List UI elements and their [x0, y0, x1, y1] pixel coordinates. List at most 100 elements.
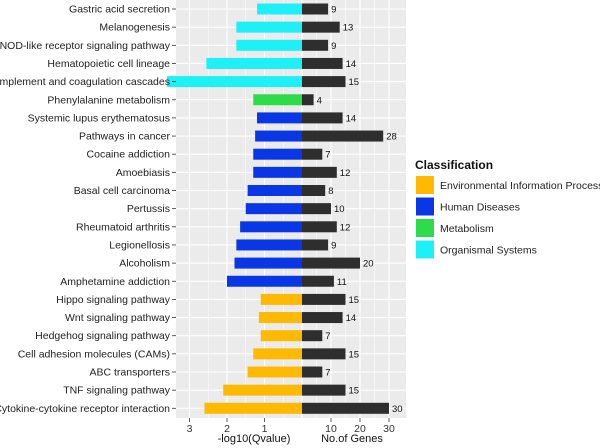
gene-count-bar: [302, 57, 343, 69]
gene-count-label: 28: [386, 132, 397, 143]
legend-label: Metabolism: [440, 223, 494, 235]
legend-label: Organismal Systems: [440, 245, 537, 257]
gene-count-label: 12: [340, 222, 351, 233]
gene-count-tick-label: 20: [354, 423, 366, 435]
qvalue-bar: [223, 384, 302, 396]
qvalue-bar: [245, 203, 302, 215]
legend-swatch: [416, 197, 434, 216]
qvalue-bar: [204, 402, 302, 414]
legend-swatch: [416, 219, 434, 237]
qvalue-tick-label: 2: [224, 423, 230, 435]
gene-count-bar: [302, 203, 331, 215]
legend-label: Human Diseases: [440, 202, 520, 214]
gene-count-tick-label: 10: [325, 423, 337, 435]
gene-count-bar: [302, 293, 346, 305]
category-label: TNF signaling pathway: [63, 385, 171, 397]
qvalue-bar: [257, 112, 302, 124]
category-label: Cytokine-cytokine receptor interaction: [0, 403, 170, 415]
gene-count-bar: [302, 330, 323, 342]
gene-count-bars: [302, 3, 389, 414]
category-label: Gastric acid secretion: [69, 4, 170, 16]
category-label: Wnt signaling pathway: [65, 312, 171, 324]
gene-count-bar: [302, 366, 323, 378]
qvalue-bar: [253, 148, 302, 160]
gene-count-bar: [302, 148, 323, 160]
gene-count-axis-ticks: 10 20 30: [325, 418, 395, 435]
category-label: Amoebiasis: [116, 167, 170, 179]
gene-count-bar: [302, 3, 329, 15]
gene-count-axis-title: No.of Genes: [321, 433, 383, 445]
legend-swatch: [416, 176, 434, 194]
gene-count-label: 7: [325, 331, 330, 342]
gene-count-bar: [302, 166, 337, 178]
qvalue-axis-ticks: 3 2 1: [187, 418, 268, 435]
gene-count-label: 15: [349, 349, 360, 360]
gene-count-bar: [302, 21, 340, 33]
category-label: ABC transporters: [89, 367, 170, 379]
gene-count-label: 9: [331, 5, 336, 16]
qvalue-bar: [253, 166, 302, 178]
gene-count-bar: [302, 39, 329, 51]
gene-count-label: 10: [334, 204, 345, 215]
gene-count-bar: [302, 221, 337, 233]
qvalue-bar: [167, 76, 302, 88]
category-label: Melanogenesis: [99, 22, 170, 34]
legend-label: Environmental Information Processing: [440, 180, 600, 192]
gene-count-bar: [302, 185, 326, 196]
category-label: Hematopoietic cell lineage: [47, 58, 170, 70]
category-label: Legionellosis: [109, 239, 170, 251]
gene-count-label: 20: [363, 259, 374, 270]
gene-count-label: 14: [346, 59, 357, 70]
category-label: Complement and coagulation cascades: [0, 76, 170, 88]
gene-count-label: 15: [349, 77, 360, 88]
category-label: Hedgehog signaling pathway: [35, 330, 171, 342]
gene-count-bar: [302, 239, 329, 251]
gene-count-label: 30: [392, 404, 403, 415]
qvalue-bar: [234, 257, 302, 269]
qvalue-bar: [247, 185, 302, 196]
gene-count-label: 15: [349, 295, 360, 306]
qvalue-bar: [236, 21, 302, 33]
gene-count-label: 7: [325, 368, 330, 379]
legend-title: Classification: [415, 158, 493, 172]
gene-count-bar: [302, 348, 346, 360]
gene-count-label: 14: [346, 313, 357, 324]
qvalue-bar: [260, 330, 302, 342]
gene-count-label: 7: [325, 150, 330, 161]
qvalue-bars: [167, 3, 302, 414]
category-label: Cell adhesion molecules (CAMs): [18, 348, 170, 360]
gene-count-label: 9: [331, 240, 336, 251]
gene-count-label: 12: [340, 168, 351, 179]
qvalue-bar: [257, 3, 302, 15]
classification-legend: Classification Environmental Information…: [415, 158, 600, 259]
gene-count-label: 15: [349, 386, 360, 397]
category-label: Pathways in cancer: [79, 131, 171, 143]
category-label: Rheumatoid arthritis: [76, 221, 170, 233]
gene-count-bar: [302, 312, 343, 324]
category-label: Hippo signaling pathway: [56, 294, 171, 306]
category-label: Phenylalanine metabolism: [47, 94, 170, 106]
gene-count-bar: [302, 112, 343, 124]
legend-swatch: [416, 240, 434, 259]
category-label: Pertussis: [127, 203, 170, 215]
qvalue-bar: [236, 39, 302, 51]
gene-count-label: 4: [317, 95, 322, 106]
qvalue-bar: [253, 94, 302, 106]
category-label: Alcoholism: [119, 258, 170, 270]
gene-count-tick-label: 30: [383, 423, 395, 435]
qvalue-bar: [206, 57, 302, 69]
qvalue-tick-label: 3: [187, 423, 193, 435]
gene-count-label: 11: [337, 277, 347, 288]
qvalue-bar: [247, 366, 302, 378]
gene-count-bar: [302, 130, 384, 142]
qvalue-bar: [253, 348, 302, 360]
qvalue-bar: [260, 293, 302, 305]
qvalue-bar: [258, 312, 302, 324]
gene-count-bar: [302, 275, 334, 287]
gene-count-label: 14: [346, 113, 357, 124]
category-label: Basal cell carcinoma: [74, 185, 170, 197]
gene-count-bar: [302, 257, 360, 269]
gene-count-bar: [302, 94, 314, 106]
gene-count-bar: [302, 402, 389, 414]
